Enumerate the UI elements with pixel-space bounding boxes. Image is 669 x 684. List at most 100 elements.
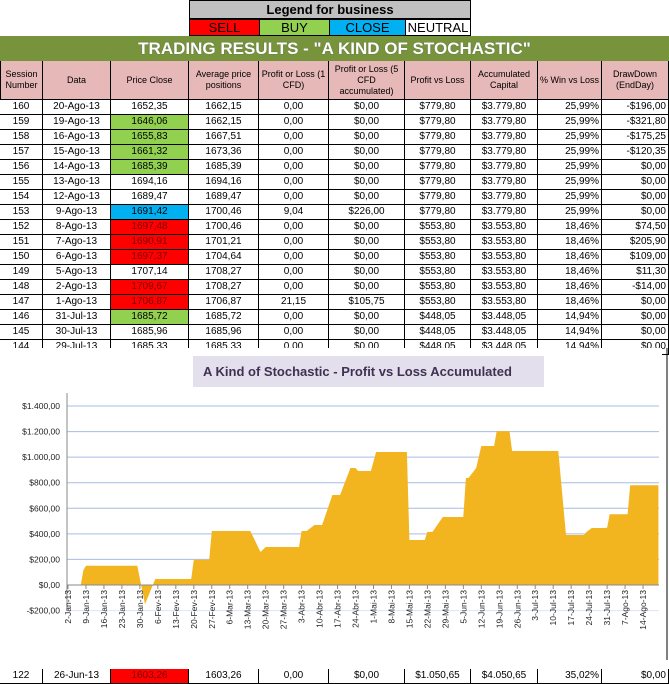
table-cell: $3.448,05 [471, 310, 538, 325]
table-cell: $779,80 [405, 100, 471, 115]
table-cell: 20-Ago-13 [43, 100, 111, 115]
column-header: Accumulated Capital [471, 61, 538, 100]
table-cell: 1704,64 [189, 250, 259, 265]
legend-buy: BUY [259, 19, 330, 36]
table-cell: $553,80 [405, 265, 471, 280]
x-tick-label: 2-Jan-13 [63, 590, 73, 624]
table-cell: 1706,87 [111, 295, 189, 310]
table-cell: $3.553,80 [471, 235, 538, 250]
profit-area [80, 431, 659, 605]
table-cell: $226,00 [329, 205, 405, 220]
table-cell: 1697,48 [111, 220, 189, 235]
table-cell: 18,46% [538, 280, 602, 295]
y-tick-label: $0,00 [39, 580, 61, 590]
table-cell: 1700,46 [189, 205, 259, 220]
table-cell: 6-Ago-13 [43, 250, 111, 265]
table-cell: 1701,21 [189, 235, 259, 250]
table-cell: $0,00 [329, 280, 405, 295]
table-cell: $0,00 [329, 100, 405, 115]
x-tick-label: 27-Fev-13 [207, 590, 217, 629]
y-tick-label: -$200,00 [26, 606, 60, 616]
table-cell: 0,00 [259, 235, 329, 250]
table-cell: $779,80 [405, 175, 471, 190]
table-cell: 0,00 [259, 190, 329, 205]
table-cell: 15-Ago-13 [43, 145, 111, 160]
column-header: Profit or Loss (5 CFD accumulated) [329, 61, 405, 100]
table-cell: 1706,87 [189, 295, 259, 310]
table-cell: $448,05 [405, 310, 471, 325]
table-cell: 1662,15 [189, 100, 259, 115]
table-cell: 158 [0, 130, 43, 145]
table-cell: 159 [0, 115, 43, 130]
x-tick-label: 1-Mai-13 [368, 590, 378, 624]
table-cell: 12-Ago-13 [43, 190, 111, 205]
table-cell: 1708,27 [189, 280, 259, 295]
table-cell: 1662,15 [189, 115, 259, 130]
x-tick-label: 17-Jul-13 [566, 590, 576, 626]
table-cell: 25,99% [538, 175, 602, 190]
column-header: Profit vs Loss [405, 61, 471, 100]
x-tick-label: 29-Mai-13 [440, 590, 450, 629]
table-cell: 13-Ago-13 [43, 175, 111, 190]
table-cell: 18,46% [538, 250, 602, 265]
table-cell: 1685,39 [111, 160, 189, 175]
table-cell: 156 [0, 160, 43, 175]
x-tick-label: 3-Jul-13 [530, 590, 540, 621]
table-cell: 5-Ago-13 [43, 265, 111, 280]
x-tick-label: 13-Mar-13 [243, 590, 253, 629]
table-cell: $3.553,80 [471, 265, 538, 280]
table-cell: $0,00 [329, 250, 405, 265]
table-cell: 9,04 [259, 205, 329, 220]
table-cell: $3.779,80 [471, 175, 538, 190]
table-cell: 0,00 [259, 145, 329, 160]
table-cell: 14,94% [538, 310, 602, 325]
table-cell: 1685,39 [189, 160, 259, 175]
x-tick-label: 7-Ago-13 [620, 590, 630, 625]
table-cell: 1689,47 [189, 190, 259, 205]
legend-title: Legend for business [189, 0, 471, 19]
table-cell: 1652,35 [111, 100, 189, 115]
legend-sell: SELL [189, 19, 260, 36]
table-cell: 151 [0, 235, 43, 250]
table-cell: $3.779,80 [471, 145, 538, 160]
table-cell: $3.779,80 [471, 100, 538, 115]
table-cell: 18,46% [538, 220, 602, 235]
table-cell: 25,99% [538, 100, 602, 115]
x-tick-label: 30-Jan-13 [135, 590, 145, 629]
table-cell: $105,75 [329, 295, 405, 310]
table-cell: $3.779,80 [471, 190, 538, 205]
x-tick-label: 16-Jan-13 [99, 590, 109, 629]
x-tick-label: 8-Mai-13 [386, 590, 396, 624]
column-header: % Win vs Loss [538, 61, 602, 100]
table-cell: $553,80 [405, 280, 471, 295]
table-cell: 2-Ago-13 [43, 280, 111, 295]
table-cell: $3.779,80 [471, 205, 538, 220]
table-cell: 0,00 [259, 310, 329, 325]
table-cell: $0,00 [329, 265, 405, 280]
table-cell: $0,00 [329, 145, 405, 160]
table-cell: 1685,72 [111, 310, 189, 325]
x-tick-label: 12-Jun-13 [476, 590, 486, 629]
table-cell: 0,00 [259, 175, 329, 190]
table-cell: 150 [0, 250, 43, 265]
table-cell: 1689,47 [111, 190, 189, 205]
table-cell: 1685,96 [111, 325, 189, 340]
table-cell: 0,00 [259, 130, 329, 145]
table-cell: 0,00 [259, 280, 329, 295]
table-cell: 1694,16 [111, 175, 189, 190]
table-cell: $3.779,80 [471, 160, 538, 175]
y-tick-label: $200,00 [29, 554, 60, 564]
column-header: Price Close [111, 61, 189, 100]
chart-title: A Kind of Stochastic - Profit vs Loss Ac… [193, 356, 544, 387]
table-cell: 25,99% [538, 145, 602, 160]
table-cell: $779,80 [405, 160, 471, 175]
y-tick-label: $1.000,00 [22, 452, 60, 462]
table-cell: $3.553,80 [471, 220, 538, 235]
table-cell: 9-Ago-13 [43, 205, 111, 220]
table-cell: $0,00 [329, 190, 405, 205]
table-cell: 153 [0, 205, 43, 220]
table-cell: 0,00 [259, 265, 329, 280]
table-cell: $779,80 [405, 205, 471, 220]
table-cell: 160 [0, 100, 43, 115]
table-cell: $779,80 [405, 130, 471, 145]
